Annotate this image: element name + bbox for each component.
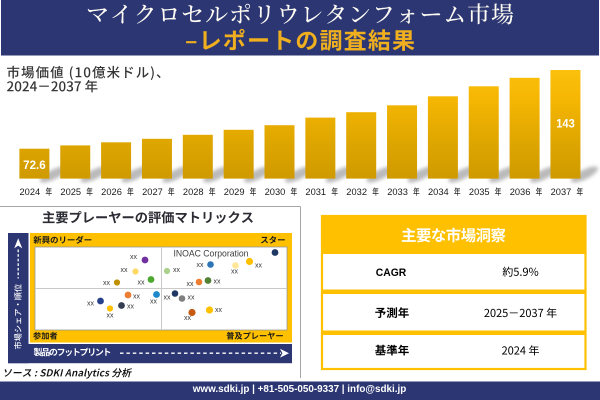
svg-text:xx: xx [173,267,181,274]
svg-text:xx: xx [103,280,111,287]
svg-text:xx: xx [164,295,172,302]
svg-text:xx: xx [107,313,115,320]
svg-text:2037: 2037 [551,187,572,197]
svg-text:2032: 2032 [346,187,367,197]
svg-text:xx: xx [127,304,135,311]
svg-text:2026: 2026 [101,187,122,197]
svg-text:xx: xx [255,263,263,270]
svg-text:INOAC Corporation: INOAC Corporation [174,249,249,260]
svg-text:CAGR: CAGR [376,267,407,279]
svg-text:xx: xx [150,299,158,306]
svg-text:xx: xx [87,301,95,308]
svg-text:2024: 2024 [20,187,41,197]
svg-text:2025: 2025 [60,187,81,197]
svg-text:2035: 2035 [469,187,490,197]
svg-text:2034: 2034 [428,187,449,197]
svg-text:www.sdki.jp | +81-505-050-9337: www.sdki.jp | +81-505-050-9337 | info@sd… [192,384,407,395]
svg-text:2036: 2036 [510,187,531,197]
svg-text:xx: xx [231,269,239,276]
svg-text:2031: 2031 [305,187,326,197]
svg-text:xx: xx [214,279,222,286]
svg-text:xx: xx [197,262,205,269]
svg-text:2028: 2028 [183,187,204,197]
svg-text:2033: 2033 [387,187,408,197]
svg-text:xx: xx [121,267,129,274]
svg-text:2027: 2027 [142,187,163,197]
svg-text:2030: 2030 [265,187,286,197]
svg-text:xx: xx [130,254,138,261]
svg-text:xx: xx [138,280,146,287]
svg-text:xx: xx [188,295,196,302]
svg-text:xx: xx [187,281,195,288]
svg-text:xx: xx [184,315,192,322]
svg-text:2029: 2029 [224,187,245,197]
svg-text:xx: xx [133,294,141,301]
svg-text:xx: xx [215,307,223,314]
svg-text:143: 143 [556,117,575,131]
svg-text:72.6: 72.6 [23,158,46,172]
